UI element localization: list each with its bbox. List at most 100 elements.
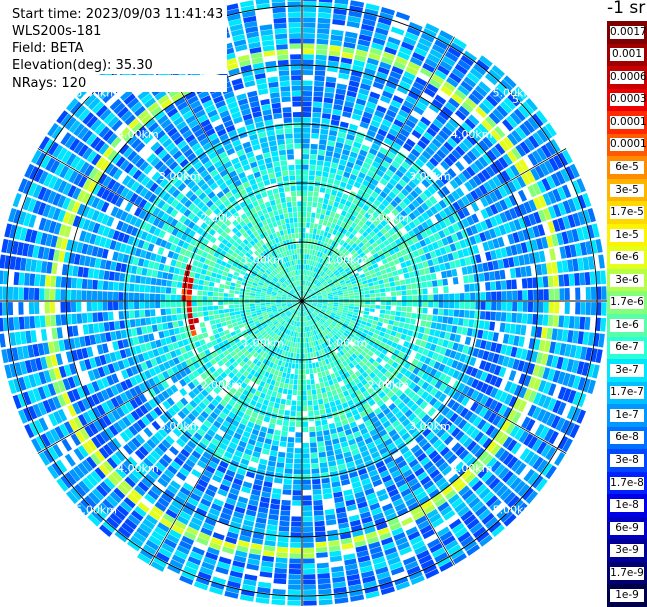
radar-gate [242,356,249,364]
radar-gate [324,92,335,99]
radar-gate [302,469,311,475]
radar-gate [355,176,364,184]
radar-gate [339,362,345,369]
radar-gate [485,206,494,217]
radar-gate [165,387,175,397]
radar-gate [411,176,421,186]
radar-gate [477,243,485,253]
radar-gate [350,0,365,8]
radar-gate [441,485,454,496]
radar-gate [481,119,493,132]
radar-gate [315,49,328,56]
radar-gate [374,349,381,357]
radar-gate [277,541,289,548]
radar-gate [267,428,275,435]
radar-gate [256,312,262,316]
radar-gate [333,152,341,159]
radar-gate [326,391,333,398]
radar-gate [221,356,229,364]
radar-gate [142,351,150,361]
radar-gate [431,352,439,361]
radar-gate [47,465,59,480]
radar-gate [365,252,373,258]
radar-gate [468,114,480,126]
radar-gate [421,221,429,230]
radar-gate [265,433,274,440]
radar-gate [461,374,470,384]
radar-gate [458,105,470,117]
radar-gate [470,390,480,401]
radar-gate [248,499,259,507]
radar-gate [335,284,341,288]
radar-gate [361,516,373,524]
radar-gate [553,315,559,327]
radar-gate [60,352,69,364]
radar-gate [431,410,441,420]
radar-gate [378,242,386,250]
radar-gate [343,296,349,299]
radar-gate [517,483,530,497]
radar-gate [303,1,317,7]
radar-gate [323,329,329,335]
radar-gate [283,367,288,373]
radar-gate [442,196,452,206]
radar-gate [307,400,313,406]
radar-gate [442,254,449,263]
radar-gate [268,455,277,462]
radar-gate [334,597,349,604]
radar-gate [434,248,442,257]
radar-gate [162,400,171,410]
radar-gate [425,431,436,441]
radar-gate [421,92,433,103]
radar-gate [330,240,336,247]
radar-gate [399,80,411,90]
radar-gate [355,255,362,261]
radar-gate [165,450,176,460]
radar-gate [299,321,301,327]
radar-gate [262,486,272,493]
radar-gate [460,80,474,92]
radar-gate [428,421,439,431]
radar-gate [319,252,324,258]
radar-gate [386,484,397,493]
radar-gate [432,473,444,484]
radar-gate [384,479,395,488]
radar-gate [338,298,344,301]
radar-gate [145,514,158,526]
radar-gate [342,360,348,367]
radar-gate [347,335,353,341]
radar-gate [521,278,528,289]
radar-gate [131,437,142,448]
radar-gate [341,262,347,268]
radar-gate [110,385,119,396]
radar-gate [413,144,424,154]
radar-gate [372,556,386,565]
radar-gate [117,339,125,350]
radar-gate [427,185,437,195]
radar-gate [313,255,317,261]
radar-gate [365,322,372,327]
radar-gate [143,427,153,438]
radar-gate [315,280,320,286]
radar-gate [315,334,319,340]
radar-gate [447,424,457,434]
radar-gate [536,147,548,161]
radar-gate [368,541,381,550]
radar-gate [422,260,429,268]
radar-gate [331,267,337,273]
radar-gate [297,311,300,316]
radar-gate [102,443,114,456]
radar-gate [468,93,481,105]
radar-gate [434,345,442,354]
radar-gate [313,86,324,92]
radar-gate [377,275,383,281]
radar-gate [302,511,313,517]
radar-gate [500,280,507,290]
radar-gate [285,373,291,379]
radar-gate [372,333,379,339]
radar-gate [367,318,373,324]
radar-gate [390,241,398,249]
radar-gate [311,128,320,134]
radar-gate [292,495,302,501]
radar-gate [338,203,345,210]
